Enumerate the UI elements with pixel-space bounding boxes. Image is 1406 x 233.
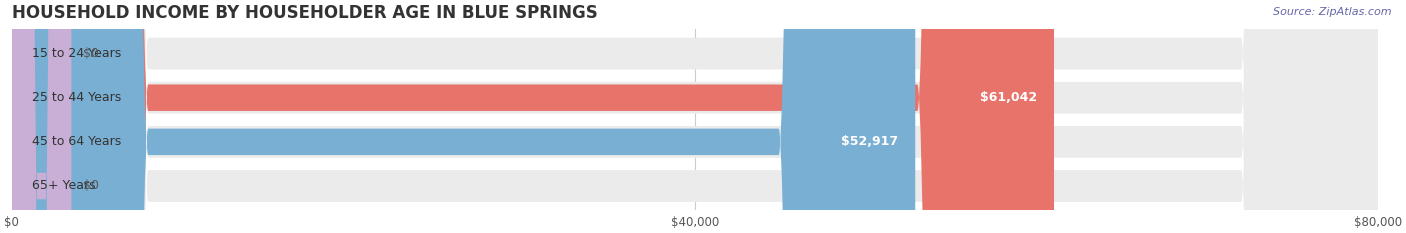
FancyBboxPatch shape	[11, 0, 1378, 233]
Text: $0: $0	[83, 47, 100, 60]
Text: $61,042: $61,042	[980, 91, 1038, 104]
FancyBboxPatch shape	[11, 0, 72, 233]
Text: HOUSEHOLD INCOME BY HOUSEHOLDER AGE IN BLUE SPRINGS: HOUSEHOLD INCOME BY HOUSEHOLDER AGE IN B…	[11, 4, 598, 22]
FancyBboxPatch shape	[11, 0, 72, 233]
Text: 65+ Years: 65+ Years	[32, 179, 96, 192]
FancyBboxPatch shape	[11, 0, 1378, 233]
Text: $52,917: $52,917	[841, 135, 898, 148]
FancyBboxPatch shape	[11, 0, 1378, 233]
FancyBboxPatch shape	[11, 0, 915, 233]
Text: $0: $0	[83, 179, 100, 192]
Text: 25 to 44 Years: 25 to 44 Years	[32, 91, 121, 104]
Text: 45 to 64 Years: 45 to 64 Years	[32, 135, 121, 148]
Text: Source: ZipAtlas.com: Source: ZipAtlas.com	[1274, 7, 1392, 17]
FancyBboxPatch shape	[11, 0, 1378, 233]
Text: 15 to 24 Years: 15 to 24 Years	[32, 47, 121, 60]
FancyBboxPatch shape	[11, 0, 1054, 233]
